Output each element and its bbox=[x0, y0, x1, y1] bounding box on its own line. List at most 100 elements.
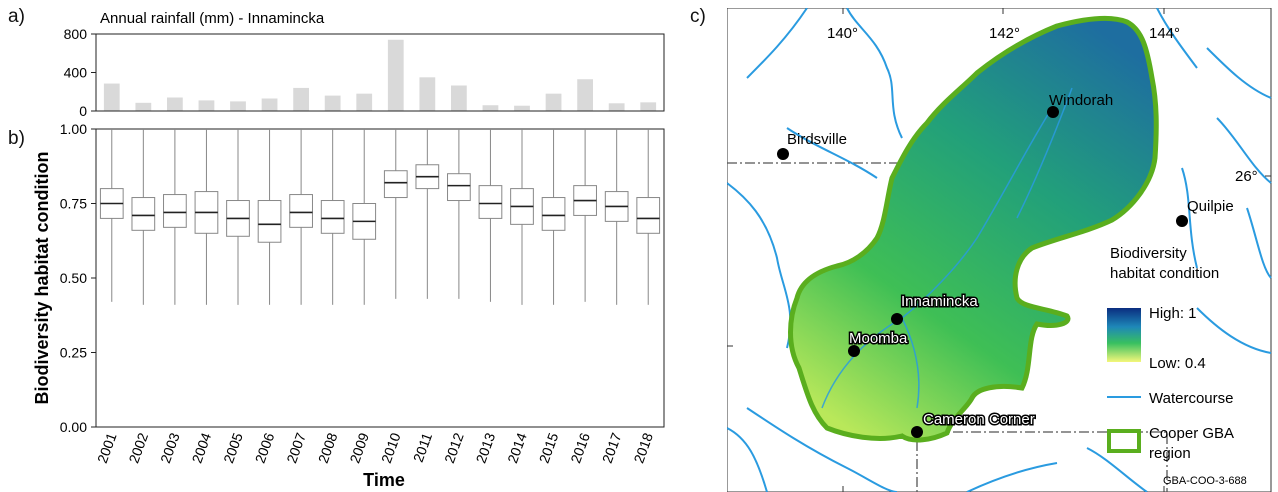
legend-high: High: 1 bbox=[1149, 305, 1197, 322]
town-innamincka: Innamincka bbox=[891, 292, 980, 325]
box-iqr bbox=[636, 197, 661, 234]
box-iqr bbox=[541, 197, 566, 231]
box-x-tick-label: 2002 bbox=[125, 430, 151, 465]
box-x-tick-label: 2007 bbox=[283, 430, 309, 465]
watercourse-line bbox=[1196, 307, 1272, 354]
panel-label-c: c) bbox=[690, 6, 706, 27]
legend-region: Cooper GBA region bbox=[1149, 425, 1237, 462]
town-label: Innamincka bbox=[901, 293, 978, 310]
box bbox=[541, 129, 566, 305]
watercourse-line bbox=[1246, 207, 1272, 279]
box-iqr bbox=[383, 170, 408, 199]
habitat-map: 140° 142° 144° 26° Windorah Birdsville Q… bbox=[727, 8, 1272, 492]
rainfall-bar bbox=[356, 93, 373, 111]
box-iqr bbox=[447, 173, 471, 202]
box-x-tick-label: 2017 bbox=[599, 430, 625, 465]
town-birdsville: Birdsville bbox=[777, 131, 847, 160]
box-x-tick-label: 2001 bbox=[94, 430, 120, 465]
box bbox=[510, 129, 534, 305]
rain-y-tick-label: 0 bbox=[79, 103, 87, 119]
box-x-tick-label: 2008 bbox=[315, 430, 341, 465]
town-marker bbox=[777, 148, 789, 160]
watercourse-line bbox=[1016, 87, 1073, 219]
boxplot-ylabel: Biodiversity habitat condition bbox=[32, 151, 52, 404]
box bbox=[352, 129, 377, 305]
box bbox=[99, 129, 124, 302]
box-x-tick-label: 2010 bbox=[378, 430, 404, 465]
town-marker bbox=[1176, 215, 1188, 227]
boxplot-x-axis: 2001 2002 2003 2004 2005 2006 2007 2008 2009 2010… bbox=[94, 430, 656, 465]
town-marker bbox=[911, 426, 923, 438]
panel-label-a: a) bbox=[8, 6, 25, 27]
rainfall-bar bbox=[293, 87, 309, 111]
box-x-tick-label: 2005 bbox=[220, 430, 246, 465]
rainfall-y-axis: 0 400 800 bbox=[64, 26, 96, 119]
box bbox=[163, 129, 187, 305]
box bbox=[257, 129, 282, 305]
legend-region-line: Cooper GBA bbox=[1149, 425, 1234, 442]
map-legend: Biodiversity habitat condition High: 1 L… bbox=[1107, 245, 1247, 487]
town-label: Windorah bbox=[1049, 92, 1113, 109]
watercourse-line bbox=[901, 107, 1053, 319]
legend-title-line: habitat condition bbox=[1110, 265, 1219, 282]
lon-tick-144: 144° bbox=[1149, 25, 1180, 42]
box-x-tick-label: 2003 bbox=[157, 430, 183, 465]
box-iqr bbox=[131, 197, 156, 231]
box-x-tick-label: 2006 bbox=[252, 430, 278, 465]
panel-label-b: b) bbox=[8, 128, 25, 149]
box-iqr bbox=[163, 194, 187, 228]
watercourse-line bbox=[846, 8, 903, 139]
town-label: Birdsville bbox=[787, 131, 847, 148]
rainfall-bar bbox=[545, 93, 562, 111]
cooper-gba-region bbox=[788, 16, 1159, 443]
rain-y-tick-label: 400 bbox=[64, 65, 88, 81]
rainfall-bar bbox=[167, 97, 183, 111]
watercourse-line bbox=[1156, 8, 1198, 69]
rainfall-bar bbox=[514, 105, 530, 111]
map-code: GBA-COO-3-688 bbox=[1163, 475, 1247, 487]
habitat-boxplot: 0.000.250.500.751.00 2001 2002 2003 2004 200… bbox=[32, 121, 665, 490]
rainfall-bar bbox=[103, 83, 120, 111]
legend-title: Biodiversity habitat condition bbox=[1110, 245, 1219, 282]
box-y-tick-label: 1.00 bbox=[60, 121, 87, 137]
rainfall-frame bbox=[95, 33, 665, 112]
box bbox=[636, 129, 661, 305]
town-quilpie: Quilpie bbox=[1176, 198, 1234, 227]
watercourse-line bbox=[1086, 447, 1148, 492]
watercourse-line bbox=[1181, 167, 1198, 269]
box-y-tick-label: 0.25 bbox=[60, 345, 87, 361]
lat-tick-26: 26° bbox=[1235, 168, 1258, 185]
boxplot-boxes bbox=[99, 129, 661, 305]
town-marker bbox=[848, 345, 860, 357]
box bbox=[415, 129, 440, 299]
rainfall-bar bbox=[640, 102, 657, 111]
legend-region-swatch bbox=[1107, 429, 1141, 453]
box bbox=[447, 129, 471, 299]
town-label: Moomba bbox=[849, 330, 908, 347]
rainfall-bar bbox=[419, 77, 436, 111]
watercourses bbox=[727, 8, 1272, 492]
box-iqr bbox=[257, 200, 282, 243]
box bbox=[289, 129, 313, 305]
town-marker bbox=[891, 313, 903, 325]
box-x-tick-label: 2012 bbox=[441, 430, 467, 465]
legend-watercourse: Watercourse bbox=[1149, 390, 1233, 407]
rainfall-bar bbox=[324, 95, 341, 111]
rainfall-bar bbox=[577, 79, 593, 111]
state-border-qld-nsw bbox=[917, 431, 1168, 492]
box-x-tick-label: 2009 bbox=[346, 430, 372, 465]
watercourse-line bbox=[746, 407, 898, 492]
watercourse-line bbox=[966, 462, 1058, 492]
box bbox=[194, 129, 219, 305]
boxplot-frame bbox=[95, 128, 665, 428]
box bbox=[604, 129, 629, 305]
watercourse-line bbox=[901, 317, 920, 409]
rainfall-bar bbox=[451, 85, 467, 111]
rainfall-title: Annual rainfall (mm) - Innamincka bbox=[100, 10, 325, 27]
box-x-tick-label: 2011 bbox=[410, 430, 435, 464]
box-x-tick-label: 2013 bbox=[473, 430, 499, 465]
watercourse-line bbox=[1206, 47, 1272, 99]
box bbox=[320, 129, 345, 305]
rain-y-tick-label: 800 bbox=[64, 26, 88, 42]
legend-title-line: Biodiversity bbox=[1110, 245, 1187, 262]
